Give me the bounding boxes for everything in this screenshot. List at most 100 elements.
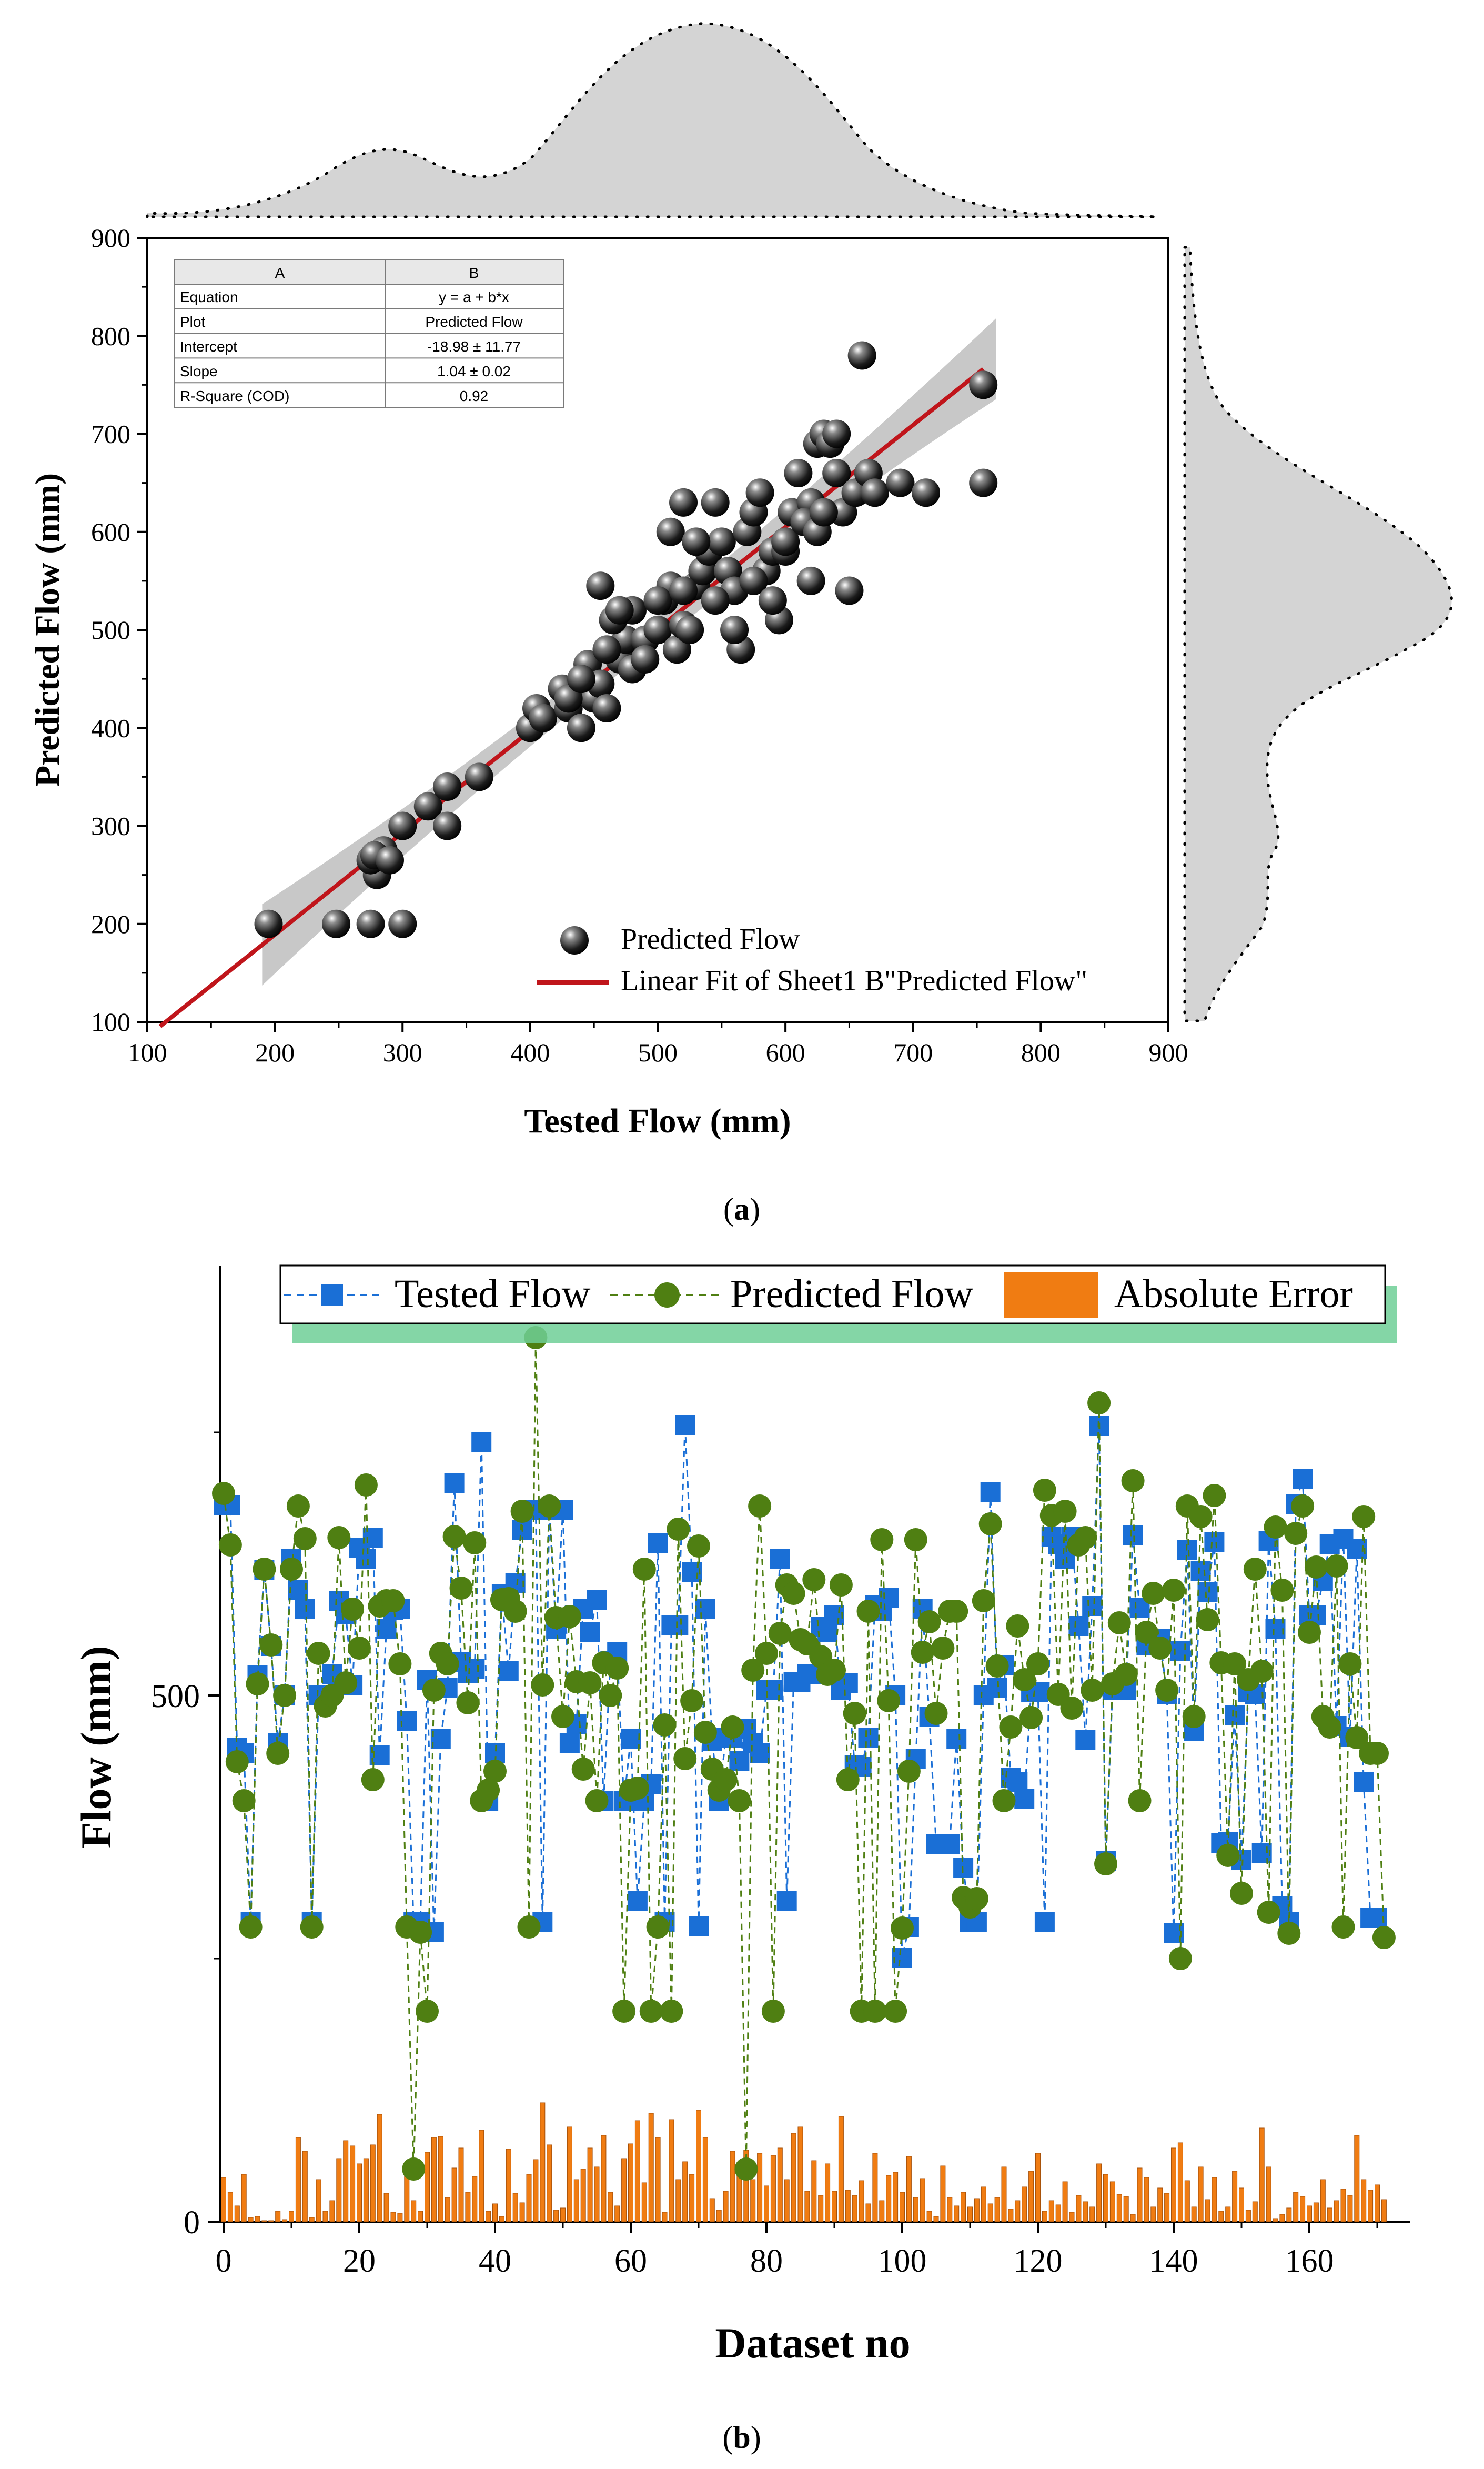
- error-bar: [295, 2137, 301, 2222]
- error-bar: [377, 2114, 382, 2222]
- tested-flow-point: [362, 1528, 383, 1548]
- predicted-flow-point: [734, 2157, 758, 2181]
- x-tick-label: 100: [878, 2243, 927, 2279]
- error-bar: [981, 2186, 986, 2222]
- predicted-flow-point: [538, 1494, 561, 1518]
- error-bar: [580, 2169, 586, 2222]
- error-bar: [275, 2211, 281, 2222]
- scatter-point: [656, 517, 685, 546]
- error-bar: [1103, 2174, 1108, 2222]
- predicted-flow-point: [693, 1721, 717, 1744]
- error-bar: [1239, 2187, 1244, 2222]
- predicted-flow-point: [327, 1526, 351, 1549]
- error-bar: [594, 2166, 600, 2222]
- legend-a: Predicted Flow Linear Fit of Sheet1 B"Pr…: [537, 923, 1087, 997]
- scatter-point: [682, 527, 711, 556]
- tested-flow-point: [1367, 1908, 1387, 1928]
- tested-flow-point: [1170, 1641, 1190, 1661]
- predicted-flow-point: [782, 1582, 805, 1605]
- predicted-flow-point: [1121, 1469, 1145, 1492]
- error-bar: [573, 2179, 579, 2222]
- tested-flow-point: [430, 1729, 451, 1749]
- table-row-value: 0.92: [460, 388, 489, 404]
- legend-label-points: Predicted Flow: [621, 923, 800, 956]
- error-bar: [1259, 2127, 1265, 2222]
- tested-flow-point: [498, 1661, 519, 1681]
- predicted-flow-point: [1270, 1579, 1294, 1602]
- predicted-flow-point: [612, 2000, 636, 2023]
- error-bar: [309, 2217, 315, 2222]
- error-bar: [1191, 2206, 1197, 2222]
- error-bar: [1116, 2194, 1122, 2222]
- error-bar: [1354, 2135, 1360, 2222]
- table-row-label: Slope: [180, 363, 218, 379]
- error-bar: [329, 2200, 335, 2222]
- predicted-flow-point: [1013, 1668, 1036, 1691]
- error-bar: [390, 2212, 396, 2222]
- predicted-flow-point: [531, 1673, 554, 1697]
- error-bar: [289, 2211, 294, 2222]
- scatter-point: [631, 645, 660, 674]
- predicted-flow-point: [510, 1500, 534, 1523]
- legend-label-error: Absolute Error: [1114, 1272, 1353, 1316]
- error-bar: [974, 2198, 980, 2222]
- scatter-point: [465, 762, 493, 791]
- error-bar: [1252, 2201, 1258, 2222]
- tested-flow-point: [587, 1590, 607, 1610]
- error-bar: [601, 2135, 607, 2222]
- predicted-flow-point: [755, 1642, 778, 1665]
- tested-flow-point: [1034, 1912, 1055, 1932]
- tested-flow-point: [465, 1659, 485, 1679]
- error-bar: [1232, 2171, 1238, 2222]
- tested-flow-point: [1197, 1582, 1218, 1602]
- error-bar: [227, 2192, 233, 2222]
- error-bar: [845, 2190, 851, 2222]
- y-tick-label: 500: [151, 1679, 200, 1714]
- scatter-point: [669, 576, 698, 605]
- predicted-flow-point: [836, 1768, 860, 1791]
- predicted-flow-point: [1338, 1652, 1362, 1675]
- error-bar: [261, 2220, 267, 2222]
- predicted-flow-point: [558, 1605, 581, 1628]
- y-tick-label: 100: [91, 1007, 130, 1037]
- predicted-flow-point: [1155, 1679, 1179, 1702]
- x-tick-label: 40: [479, 2243, 511, 2279]
- error-bar: [1225, 2206, 1231, 2222]
- predicted-flow-point: [388, 1652, 412, 1675]
- predicted-flow-point: [911, 1641, 934, 1664]
- predicted-flow-point: [1230, 1882, 1253, 1905]
- y-tick-label: 800: [91, 321, 130, 350]
- predicted-flow-point: [1366, 1742, 1389, 1765]
- error-bar: [669, 2119, 674, 2222]
- tested-flow-point: [397, 1711, 417, 1731]
- panel-a-scatter: 100 200 300 400 500 600 700 800 900 100 200 300 400…: [28, 22, 1453, 1227]
- table-row-value: 1.04 ± 0.02: [437, 363, 511, 379]
- tested-flow-point: [1204, 1532, 1225, 1552]
- tested-flow-point: [750, 1743, 770, 1763]
- tested-flow-point: [1354, 1772, 1374, 1792]
- predicted-flow-point: [1094, 1852, 1117, 1875]
- error-bar: [316, 2179, 321, 2222]
- scatter-point: [784, 459, 813, 487]
- tested-flow-point: [695, 1599, 715, 1619]
- predicted-flow-point: [348, 1637, 371, 1660]
- error-bar: [357, 2163, 362, 2222]
- predicted-flow-point: [1074, 1526, 1097, 1549]
- error-bar: [1286, 2207, 1292, 2222]
- error-bar: [248, 2217, 254, 2222]
- scatter-point: [592, 694, 621, 722]
- series-line: [223, 1337, 1385, 2170]
- legend-label-tested: Tested Flow: [395, 1272, 591, 1316]
- error-bar: [913, 2197, 918, 2222]
- legend-marker-points: [560, 926, 589, 955]
- table-header-a: A: [275, 265, 285, 281]
- error-bar: [1273, 2218, 1278, 2222]
- predicted-flow-point: [442, 1525, 466, 1548]
- table-row-value: -18.98 ± 11.77: [427, 338, 521, 355]
- x-tick-label: 200: [255, 1038, 295, 1067]
- x-tick-label: 800: [1021, 1038, 1061, 1067]
- error-bar: [886, 2175, 892, 2222]
- error-bar: [1144, 2177, 1149, 2222]
- predicted-flow-point: [972, 1589, 995, 1612]
- predicted-flow-point: [449, 1577, 473, 1600]
